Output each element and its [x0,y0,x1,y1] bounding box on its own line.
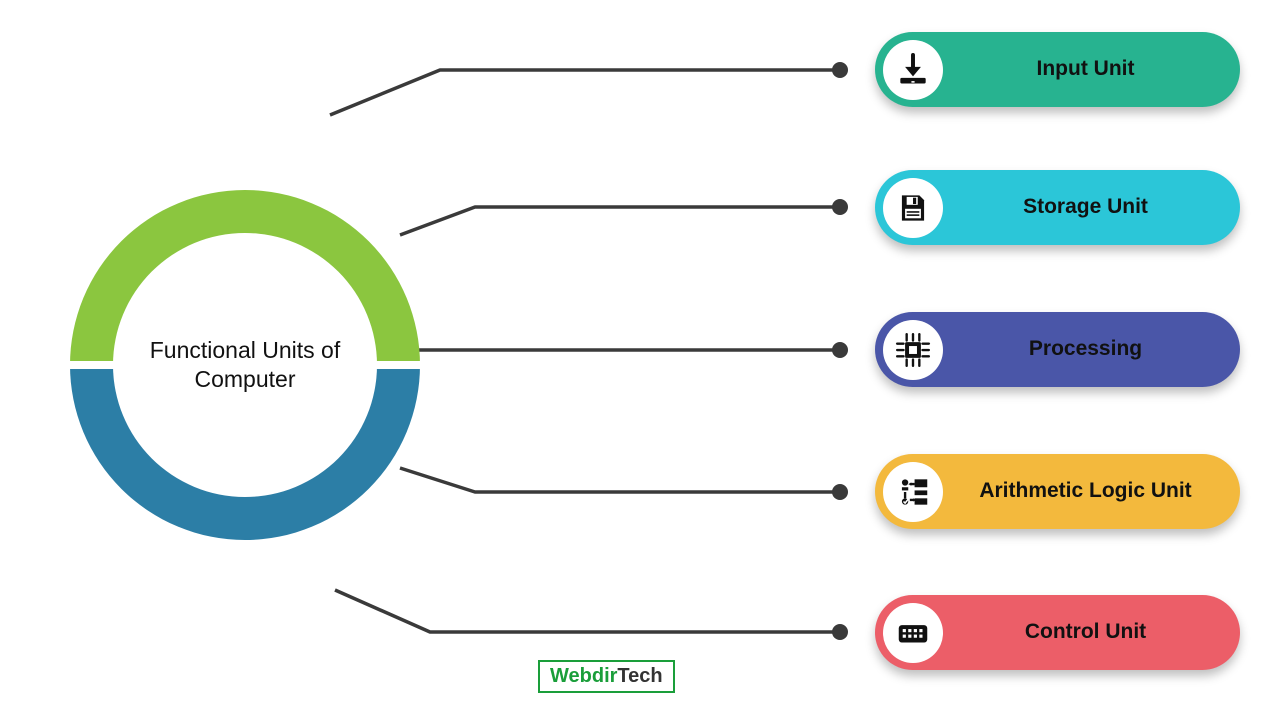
pill-keyboard: Control Unit [875,595,1240,670]
connector-dot [832,484,848,500]
connector-line [400,207,840,235]
connector-line [330,70,840,115]
connector-line [335,590,840,632]
pill-label: Processing [943,337,1240,361]
watermark-part2: Tech [617,665,662,687]
save-icon [883,178,943,238]
center-ring-inner: Functional Units of Computer [113,233,377,497]
pill-label: Arithmetic Logic Unit [943,479,1240,503]
pill-label: Input Unit [943,57,1240,81]
pill-alu: Arithmetic Logic Unit [875,454,1240,529]
pill-label: Control Unit [943,620,1240,644]
connector-dot [832,62,848,78]
pill-save: Storage Unit [875,170,1240,245]
alu-icon [883,462,943,522]
diagram-stage: Functional Units of Computer Input Unit S… [0,0,1280,720]
connector-dot [832,624,848,640]
connector-line [400,468,840,492]
connector-dot [832,342,848,358]
cpu-icon [883,320,943,380]
watermark-part1: Webdir [550,665,617,687]
keyboard-icon [883,603,943,663]
pill-download: Input Unit [875,32,1240,107]
pill-label: Storage Unit [943,195,1240,219]
download-icon [883,40,943,100]
connector-dot [832,199,848,215]
watermark: WebdirTech [538,660,675,693]
pill-cpu: Processing [875,312,1240,387]
center-title: Functional Units of Computer [131,336,359,394]
